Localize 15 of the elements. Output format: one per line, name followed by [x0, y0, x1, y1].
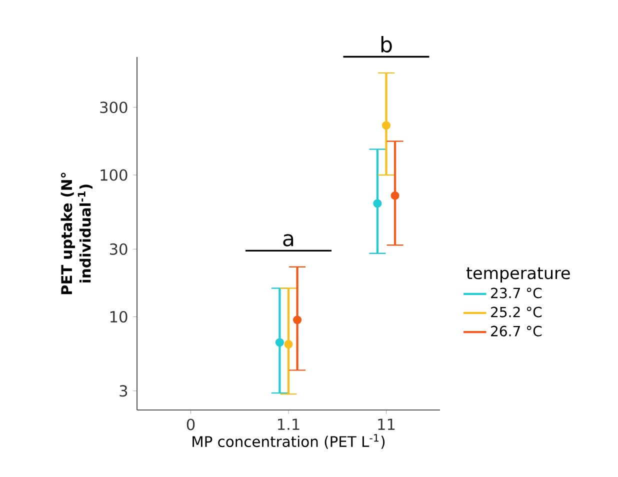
x-tick-label: 11	[378, 418, 395, 430]
x-tick-label: 1.1	[278, 418, 300, 430]
legend-title: temperature	[466, 267, 570, 283]
y-tick-label: 30	[110, 243, 128, 255]
legend-label: 23.7 °C	[491, 288, 542, 298]
x-tick-label: 0	[186, 418, 195, 430]
y-tick-label: 300	[100, 102, 128, 114]
y-tick-label: 10	[110, 310, 128, 323]
y-tick-label: 100	[100, 169, 128, 181]
legend-label: 26.7 °C	[491, 326, 542, 336]
legend-label: 25.2 °C	[491, 306, 542, 318]
x-axis-title: MP concentration (PET L$^{-1}$)	[192, 434, 385, 449]
text: b	[381, 36, 392, 52]
annotation: a	[283, 234, 294, 246]
y-tick-label: 3	[120, 385, 128, 397]
